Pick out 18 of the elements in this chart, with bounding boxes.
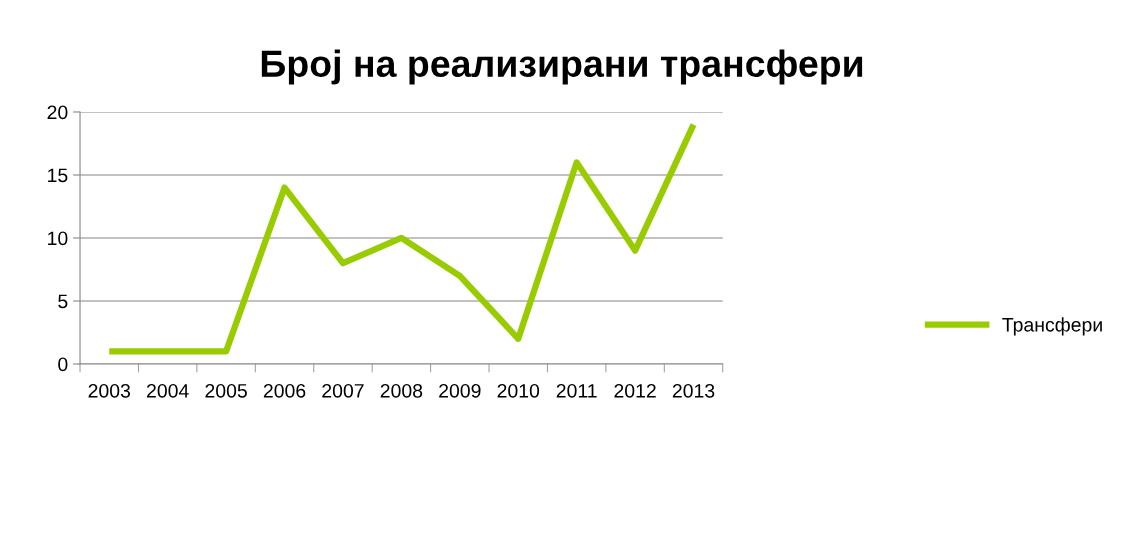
y-tick-label: 5 — [58, 294, 68, 309]
y-tick-label: 0 — [58, 357, 68, 372]
x-tick-label: 2003 — [88, 383, 131, 398]
x-tick-label: 2004 — [147, 383, 189, 398]
x-tick-label: 2011 — [556, 383, 597, 398]
x-tick-label: 2008 — [380, 383, 423, 398]
x-tick-label: 2013 — [672, 383, 715, 398]
x-tick-label: 2007 — [322, 383, 364, 398]
chart-title: Број на реализирани трансфери — [261, 49, 863, 85]
y-tick-label: 15 — [48, 168, 68, 183]
x-tick-label: 2012 — [614, 383, 656, 398]
x-tick-label: 2006 — [263, 383, 306, 398]
x-tick-label: 2005 — [205, 383, 247, 398]
x-tick-label: 2009 — [439, 383, 481, 398]
y-tick-label: 20 — [47, 105, 68, 120]
legend-label: Трансфери — [1002, 317, 1102, 336]
y-tick-label: 10 — [48, 231, 68, 246]
x-tick-label: 2010 — [497, 383, 540, 398]
